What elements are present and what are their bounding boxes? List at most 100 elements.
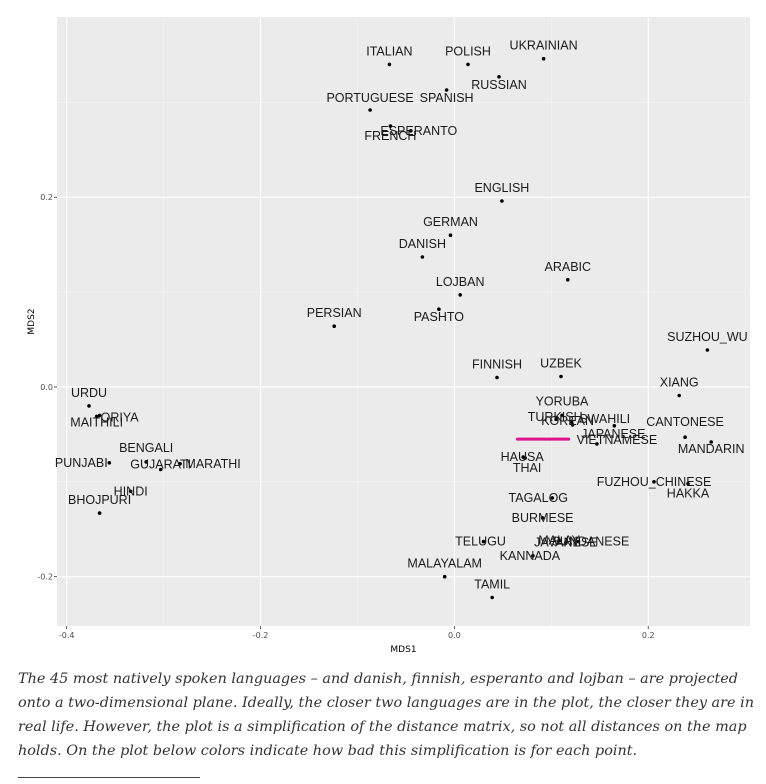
point-polish [466,62,470,67]
point-mandarin [709,440,713,444]
point-malayalam [442,574,447,579]
y-tick-label: 0.2 [40,193,53,202]
point-russian [497,75,501,79]
point-danish [420,255,425,259]
label-bengali: BENGALI [119,441,173,455]
footnote-divider [18,777,200,778]
point-bhojpuri [97,511,102,515]
label-malay: MALAY [538,534,580,548]
x-tick-label: 0.0 [448,631,461,640]
label-burmese: BURMESE [512,511,574,525]
point-xiang [677,393,681,398]
label-danish: DANISH [399,237,446,251]
point-telugu [481,539,486,544]
label-kannada: KANNADA [500,549,561,563]
label-hindi: HINDI [114,484,148,498]
label-fuzhou-chinese: FUZHOU_CHINESE [597,475,712,489]
label-swahili: SWAHILI [579,412,630,426]
label-punjabi: PUNJABI [55,456,108,470]
x-tick-label: -0.4 [59,631,75,640]
label-pashto: PASHTO [414,310,465,324]
y-axis-title: MDS2 [27,308,37,334]
label-korean: KOREAN [541,414,594,428]
point-french [388,124,393,128]
point-tamil [490,595,495,600]
label-german: GERMAN [423,215,478,229]
figure-caption: The 45 most natively spoken languages – … [18,671,754,759]
point-swahili [569,420,574,424]
label-ukrainian: UKRAINIAN [510,39,578,53]
point-tagalog [550,496,555,500]
label-tamil: TAMIL [474,578,510,592]
label-lojban: LOJBAN [436,275,485,289]
label-maithili: MAITHILI [70,415,123,429]
label-sundanese: SUNDANESE [552,535,630,549]
label-arabic: ARABIC [545,260,592,274]
point-arabic [566,278,570,282]
label-english: ENGLISH [474,181,529,195]
axis-ticks: -0.4 -0.2 0.0 0.2 0.2 0.0 -0.2 [37,193,654,640]
point-gujarati [158,467,163,472]
label-oriya: ORIYA [101,410,140,424]
point-maithili [94,414,99,419]
point-italian [387,62,392,67]
label-spanish: SPANISH [420,91,474,105]
point-korean [570,423,575,427]
label-polish: POLISH [445,44,491,58]
point-cantonese [683,435,687,440]
point-german [448,233,453,237]
label-thai: THAI [513,461,541,475]
point-sundanese [576,539,581,544]
point-hakka [686,481,690,486]
point-urdu [87,404,91,408]
point-pashto [437,307,441,312]
label-japanese: JAPANESE [581,427,645,441]
label-portuguese: PORTUGUESE [326,91,413,105]
point-uzbek [559,374,563,379]
point-yoruba [560,413,564,418]
point-javanese [564,540,568,545]
point-malay [557,538,561,543]
label-uzbek: UZBEK [540,357,582,371]
grid-lines [57,17,750,626]
point-bengali [144,460,148,464]
point-burmese [540,516,545,520]
point-lojban [458,293,463,297]
mds-scatter-chart: -0.4 -0.2 0.0 0.2 0.2 0.0 -0.2 ITALIAN POLISH UK… [27,17,750,655]
label-hausa: HAUSA [501,450,545,464]
label-yoruba: YORUBA [536,394,589,408]
label-gujarati: GUJARATI [130,458,191,472]
label-urdu: URDU [71,386,107,400]
point-esperanto [409,129,413,133]
label-javanese: JAVANESE [534,536,597,550]
label-tagalog: TAGALOG [509,491,569,505]
label-mandarin: MANDARIN [678,442,745,456]
point-marathi [178,462,182,466]
point-thai [523,456,527,460]
point-turkish [554,417,558,422]
plot-panel [57,17,750,626]
point-kannada [531,554,535,558]
label-russian: RUSSIAN [471,78,527,92]
label-hakka: HAKKA [667,487,710,501]
label-xiang: XIANG [660,376,699,390]
label-persian: PERSIAN [307,306,362,320]
label-cantonese: CANTONESE [646,415,724,429]
label-bhojpuri: BHOJPURI [68,493,131,507]
x-tick-label: -0.2 [253,631,269,640]
label-french: FRENCH [364,129,416,143]
label-finnish: FINNISH [472,358,522,372]
x-tick-label: 0.2 [642,631,655,640]
point-persian [332,324,337,329]
point-labels: ITALIAN POLISH UKRAINIAN RUSSIAN PORTUGUESE S… [55,39,748,592]
label-vietnamese: VIETNAMESE [577,433,658,447]
label-suzhou-wu: SUZHOU_WU [667,330,748,344]
point-vietnamese [595,442,599,446]
label-esperanto: ESPERANTO [380,124,457,138]
y-tick-label: 0.0 [40,383,53,392]
data-points [87,56,713,600]
point-english [500,199,504,203]
point-ukrainian [541,56,546,61]
point-japanese [612,424,617,428]
point-fuzhou-chinese [652,480,656,484]
